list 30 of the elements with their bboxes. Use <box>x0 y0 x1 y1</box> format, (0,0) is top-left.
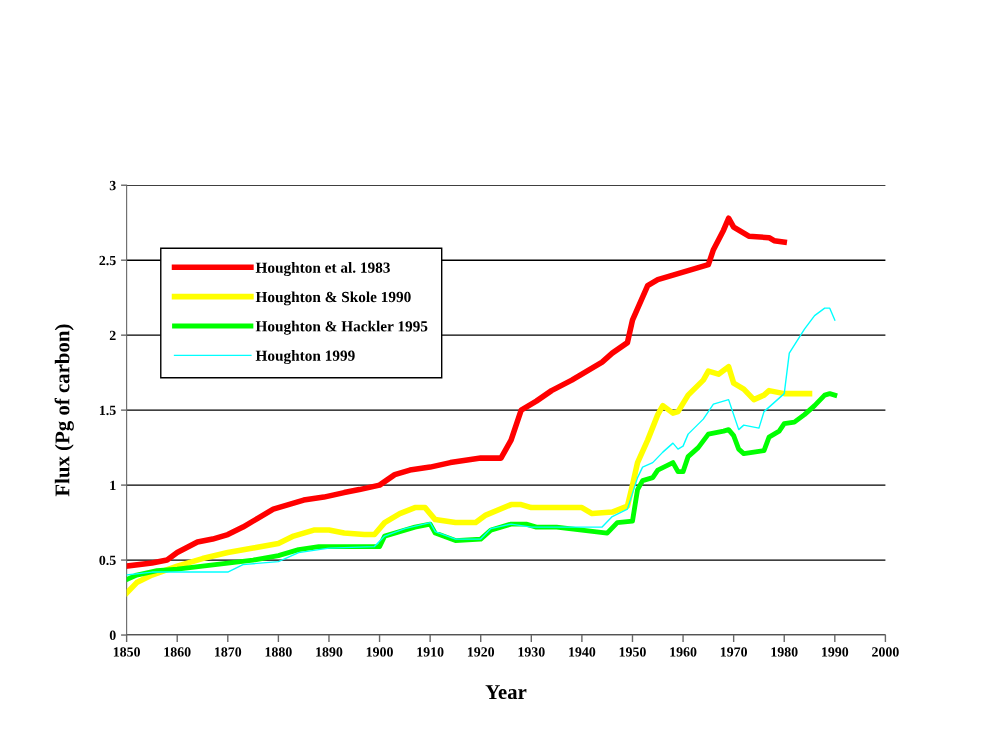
y-tick-label: 0 <box>109 630 116 640</box>
x-tick-label: 1990 <box>822 647 849 657</box>
x-tick-label: 1860 <box>164 647 191 657</box>
x-tick-label: 1970 <box>720 647 748 657</box>
legend-label: Houghton 1999 <box>255 350 355 365</box>
y-tick-label: 2 <box>109 330 116 340</box>
x-tick-label: 1980 <box>771 647 798 657</box>
x-tick-label: 1870 <box>215 647 242 657</box>
y-tick-label: 2.5 <box>99 255 116 266</box>
x-tick-label: 1910 <box>417 647 444 657</box>
y-tick-label: 1.5 <box>99 405 116 416</box>
legend-label: Houghton et al. 1983 <box>255 262 390 277</box>
y-tick-label: 3 <box>109 180 116 191</box>
x-tick-label: 1920 <box>467 647 495 657</box>
x-axis-title: Year <box>485 685 527 700</box>
x-tick-label: 1950 <box>619 647 646 657</box>
x-tick-label: 1850 <box>113 647 140 657</box>
x-tick-label: 1960 <box>670 647 697 657</box>
x-tick-label: 1930 <box>518 647 545 657</box>
y-tick-label: 0.5 <box>99 555 116 566</box>
x-tick-label: 2000 <box>872 647 899 657</box>
line-series <box>126 307 836 576</box>
y-tick-label: 1 <box>110 480 116 490</box>
x-tick-label: 1890 <box>316 647 343 657</box>
legend-label: Houghton & Skole 1990 <box>255 291 411 306</box>
x-tick-label: 1880 <box>265 647 292 657</box>
legend-label: Houghton & Hackler 1995 <box>255 320 428 335</box>
x-tick-label: 1940 <box>569 647 596 657</box>
y-axis-title: Flux (Pg of carbon) <box>54 324 74 497</box>
x-tick-label: 1900 <box>366 647 393 657</box>
